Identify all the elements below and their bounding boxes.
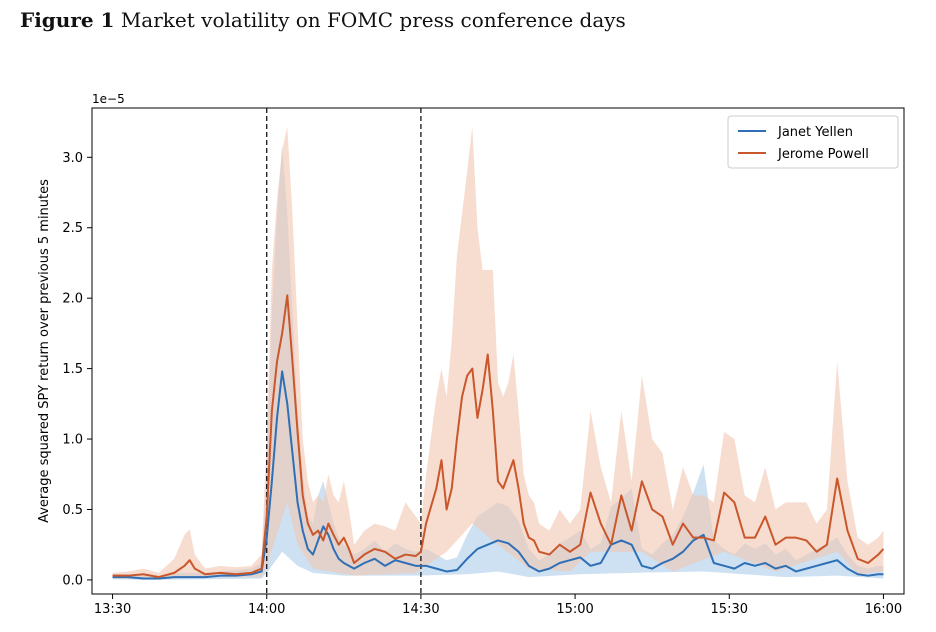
legend-label: Jerome Powell (777, 147, 869, 162)
y-multiplier-label: 1e−5 (92, 92, 125, 106)
y-tick-label: 1.5 (62, 362, 83, 377)
y-tick-label: 0.5 (62, 503, 83, 518)
y-axis-label: Average squared SPY return over previous… (37, 179, 52, 523)
line-janet-yellen (112, 370, 884, 580)
legend-box (727, 115, 899, 169)
x-tick-label: 16:00 (865, 602, 902, 617)
x-tick-label: 15:00 (556, 602, 593, 617)
legend-label: Janet Yellen (777, 125, 853, 140)
y-tick-label: 3.0 (62, 151, 83, 166)
legend: Janet Yellen Jerome Powell (727, 115, 899, 169)
x-tick-label: 14:00 (248, 602, 285, 617)
y-axis: 0.0 0.5 1.0 1.5 2.0 2.5 3.0 (62, 151, 92, 588)
figure-caption: Market volatility on FOMC press conferen… (120, 8, 626, 32)
figure-title: Figure 1 Market volatility on FOMC press… (20, 8, 626, 32)
x-tick-label: 14:30 (402, 602, 439, 617)
confidence-bands (112, 126, 884, 580)
x-tick-label: 13:30 (94, 602, 131, 617)
x-axis: 13:30 14:00 14:30 15:00 15:30 16:00 (94, 594, 902, 617)
figure-label: Figure 1 (20, 8, 115, 32)
series-lines (112, 294, 885, 580)
plot-frame (91, 107, 905, 595)
y-tick-label: 2.0 (62, 292, 83, 307)
band-jerome-powell (112, 126, 884, 580)
y-tick-label: 2.5 (62, 221, 83, 236)
y-tick-label: 0.0 (62, 573, 83, 588)
y-tick-label: 1.0 (62, 433, 83, 448)
x-tick-label: 15:30 (711, 602, 748, 617)
line-jerome-powell (112, 294, 885, 579)
